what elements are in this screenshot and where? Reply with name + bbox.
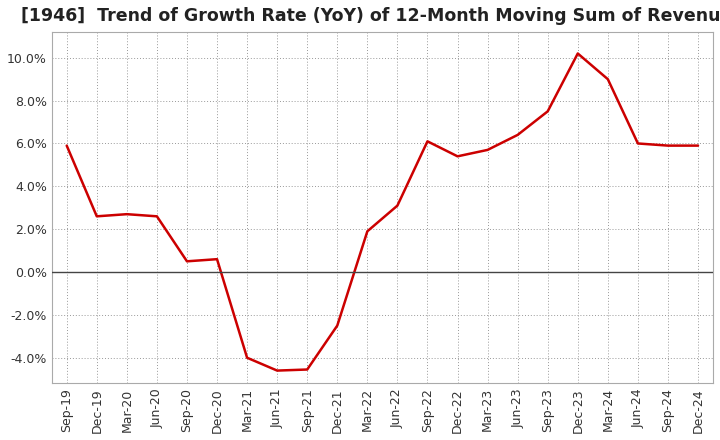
Title: [1946]  Trend of Growth Rate (YoY) of 12-Month Moving Sum of Revenues: [1946] Trend of Growth Rate (YoY) of 12-… [22, 7, 720, 25]
